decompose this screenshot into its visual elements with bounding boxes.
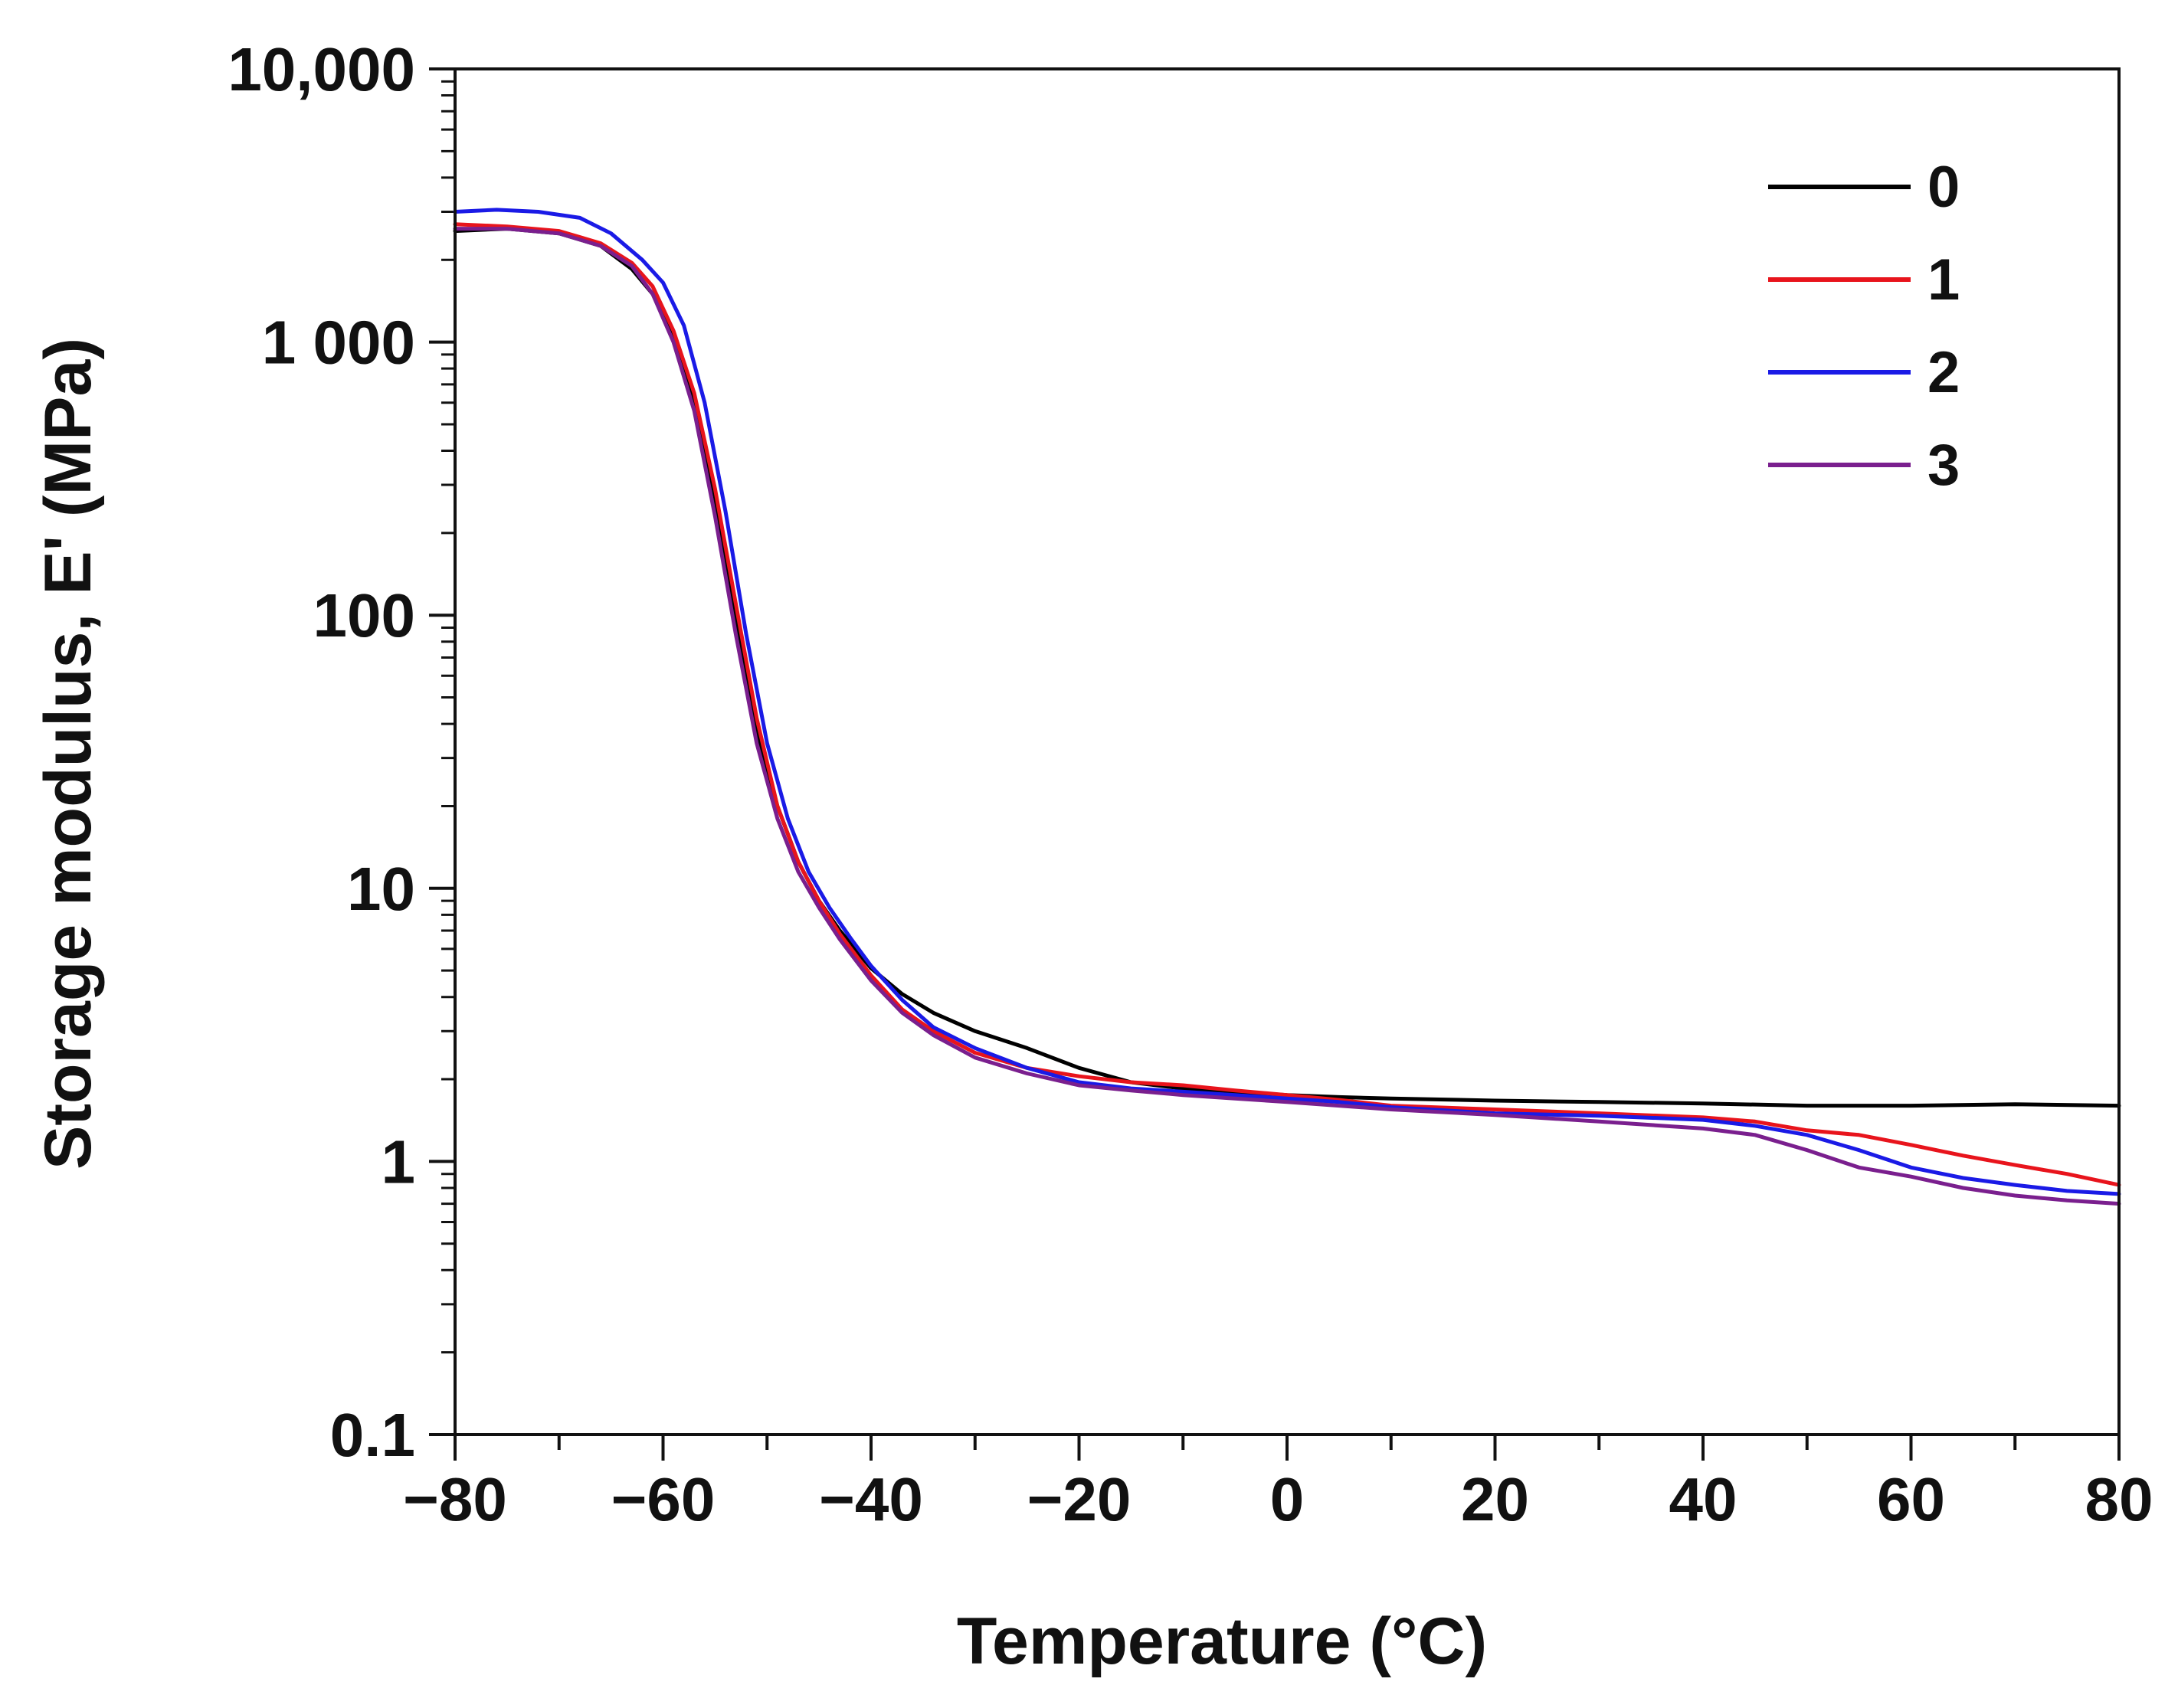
x-tick-label: 40 bbox=[1669, 1465, 1737, 1533]
series-line-1 bbox=[453, 222, 2121, 1187]
y-axis-title: Storage modulus, E' (MPa) bbox=[31, 338, 105, 1170]
plot-frame bbox=[454, 67, 2121, 1436]
data-series bbox=[453, 208, 2121, 1206]
series-line-3 bbox=[453, 227, 2121, 1206]
legend: 0 1 2 3 bbox=[1768, 155, 1960, 498]
y-tick-label: 100 bbox=[313, 581, 415, 649]
x-axis-title: Temperature (°C) bbox=[957, 1605, 1487, 1678]
x-tick-label: −80 bbox=[403, 1465, 507, 1533]
x-tick-label: −20 bbox=[1027, 1465, 1132, 1533]
x-tick-label: 80 bbox=[2085, 1465, 2153, 1533]
legend-label-0: 0 bbox=[1927, 155, 1960, 220]
legend-label-2: 2 bbox=[1927, 340, 1960, 405]
y-tick-label: 1 bbox=[382, 1127, 416, 1196]
x-tick-label: 60 bbox=[1877, 1465, 1945, 1533]
y-tick-label: 1 000 bbox=[262, 309, 415, 377]
x-tick-label: −40 bbox=[819, 1465, 923, 1533]
series-line-2 bbox=[453, 208, 2121, 1196]
legend-label-1: 1 bbox=[1927, 247, 1960, 312]
y-tick-label: 0.1 bbox=[330, 1401, 415, 1469]
x-tick-label: 0 bbox=[1270, 1465, 1305, 1533]
axis-ticks bbox=[429, 67, 2121, 1461]
y-tick-label: 10 bbox=[347, 855, 415, 923]
y-tick-label: 10,000 bbox=[228, 35, 415, 103]
x-tick-label: 20 bbox=[1461, 1465, 1529, 1533]
x-tick-label: −60 bbox=[611, 1465, 716, 1533]
legend-label-3: 3 bbox=[1927, 433, 1960, 498]
